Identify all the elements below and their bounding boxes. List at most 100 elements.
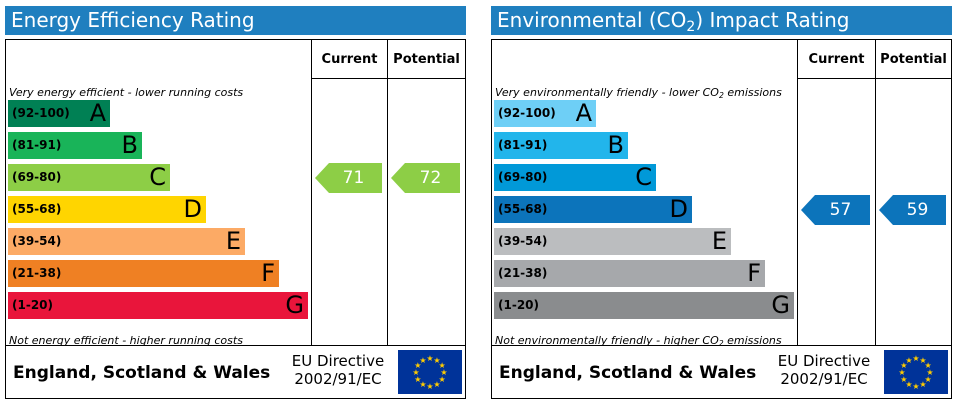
eu-star-icon: ★ — [919, 380, 926, 389]
eu-star-icon: ★ — [900, 375, 907, 384]
header-divider — [311, 78, 465, 79]
eu-star-icon: ★ — [925, 375, 932, 384]
band-range: (55-68) — [12, 202, 62, 216]
bottom-caption: Not environmentally friendly - higher CO… — [495, 334, 782, 348]
rating-band-c: (69-80) C — [494, 164, 656, 191]
band-range: (81-91) — [12, 138, 62, 152]
band-letter: F — [261, 259, 275, 287]
eu-directive: EU Directive 2002/91/EC — [771, 352, 877, 388]
eu-directive: EU Directive 2002/91/EC — [285, 352, 391, 388]
current-rating-value: 57 — [829, 199, 852, 220]
band-letter: E — [711, 227, 727, 255]
potential-arrow-shape — [391, 162, 460, 193]
potential-rating-arrow: 72 — [391, 162, 460, 193]
rating-band-g: (1-20) G — [494, 292, 794, 319]
eu-directive-line1: EU Directive — [777, 352, 871, 370]
title-sub: 2 — [686, 18, 696, 35]
band-range: (1-20) — [498, 298, 539, 312]
eu-star-icon: ★ — [926, 368, 933, 377]
panel-title: Environmental (CO2) Impact Rating — [491, 6, 952, 35]
eu-star-icon: ★ — [925, 361, 932, 370]
eu-star-icon: ★ — [919, 356, 926, 365]
current-rating-arrow: 57 — [801, 194, 870, 225]
rating-frame: Current Potential Very energy efficient … — [5, 39, 466, 399]
band-letter: C — [149, 163, 166, 191]
band-letter: A — [575, 99, 592, 127]
environmental-impact-panel: Environmental (CO2) Impact Rating Curren… — [491, 6, 952, 399]
band-letter: G — [285, 291, 304, 319]
eu-star-icon: ★ — [439, 375, 446, 384]
column-divider — [875, 40, 876, 345]
rating-frame: Current Potential Very environmentally f… — [491, 39, 952, 399]
rating-band-f: (21-38) F — [8, 260, 279, 287]
potential-rating-arrow: 59 — [879, 194, 946, 225]
caption-suffix: emissions — [723, 334, 782, 347]
eu-star-icon: ★ — [898, 368, 905, 377]
band-range: (92-100) — [498, 106, 556, 120]
band-range: (39-54) — [12, 234, 62, 248]
band-letter: B — [607, 131, 624, 159]
caption-suffix: emissions — [723, 86, 782, 99]
band-range: (1-20) — [12, 298, 53, 312]
top-caption: Very environmentally friendly - lower CO… — [495, 86, 782, 100]
current-column-header: Current — [321, 52, 378, 67]
band-range: (39-54) — [498, 234, 548, 248]
current-arrow-shape — [315, 162, 382, 193]
footer-region: England, Scotland & Wales — [499, 363, 757, 383]
eu-star-icon: ★ — [412, 368, 419, 377]
eu-star-icon: ★ — [905, 356, 912, 365]
band-letter: A — [89, 99, 106, 127]
eu-star-icon: ★ — [426, 354, 433, 363]
bottom-caption: Not energy efficient - higher running co… — [9, 334, 243, 347]
rating-band-d: (55-68) D — [494, 196, 692, 223]
eu-star-icon: ★ — [912, 354, 919, 363]
caption-sub: 2 — [718, 338, 724, 348]
current-rating-arrow: 71 — [315, 162, 382, 193]
column-divider — [797, 40, 798, 345]
column-divider — [387, 40, 388, 345]
band-range: (69-80) — [12, 170, 62, 184]
rating-band-e: (39-54) E — [494, 228, 731, 255]
rating-band-b: (81-91) B — [8, 132, 142, 159]
band-range: (55-68) — [498, 202, 548, 216]
potential-arrow-shape — [879, 194, 946, 225]
potential-rating-value: 72 — [419, 167, 442, 188]
eu-star-icon: ★ — [900, 361, 907, 370]
title-prefix: Environmental (CO — [497, 8, 687, 32]
band-letter: B — [121, 131, 138, 159]
rating-band-e: (39-54) E — [8, 228, 245, 255]
footer-region: England, Scotland & Wales — [13, 363, 271, 383]
band-letter: D — [183, 195, 202, 223]
panel-title: Energy Efficiency Rating — [5, 6, 466, 35]
eu-star-icon: ★ — [419, 380, 426, 389]
band-letter: E — [225, 227, 241, 255]
eu-star-icon: ★ — [414, 375, 421, 384]
rating-band-d: (55-68) D — [8, 196, 206, 223]
rating-band-g: (1-20) G — [8, 292, 308, 319]
rating-band-a: (92-100) A — [494, 100, 596, 127]
eu-star-icon: ★ — [414, 361, 421, 370]
rating-band-b: (81-91) B — [494, 132, 628, 159]
band-range: (21-38) — [12, 266, 62, 280]
title-suffix: ) Impact Rating — [695, 8, 850, 32]
header-divider — [797, 78, 951, 79]
current-rating-value: 71 — [342, 167, 365, 188]
caption-prefix: Very environmentally friendly - lower CO — [495, 86, 719, 99]
potential-column-header: Potential — [393, 52, 460, 67]
rating-band-a: (92-100) A — [8, 100, 110, 127]
eu-flag-icon: ★ ★ ★ ★ ★ ★ ★ ★ ★ ★ ★ ★ — [884, 350, 948, 394]
energy-efficiency-panel: Energy Efficiency Rating Current Potenti… — [5, 6, 466, 399]
eu-directive-line1: EU Directive — [291, 352, 385, 370]
eu-flag-icon: ★ ★ ★ ★ ★ ★ ★ ★ ★ ★ ★ ★ — [398, 350, 462, 394]
current-column-header: Current — [808, 52, 865, 67]
band-range: (81-91) — [498, 138, 548, 152]
eu-star-icon: ★ — [426, 382, 433, 391]
band-range: (21-38) — [498, 266, 548, 280]
top-caption: Very energy efficient - lower running co… — [9, 86, 244, 99]
column-divider — [311, 40, 312, 345]
rating-band-f: (21-38) F — [494, 260, 765, 287]
rating-band-c: (69-80) C — [8, 164, 170, 191]
band-range: (92-100) — [12, 106, 70, 120]
caption-prefix: Not environmentally friendly - higher CO — [495, 334, 719, 347]
eu-star-icon: ★ — [419, 356, 426, 365]
